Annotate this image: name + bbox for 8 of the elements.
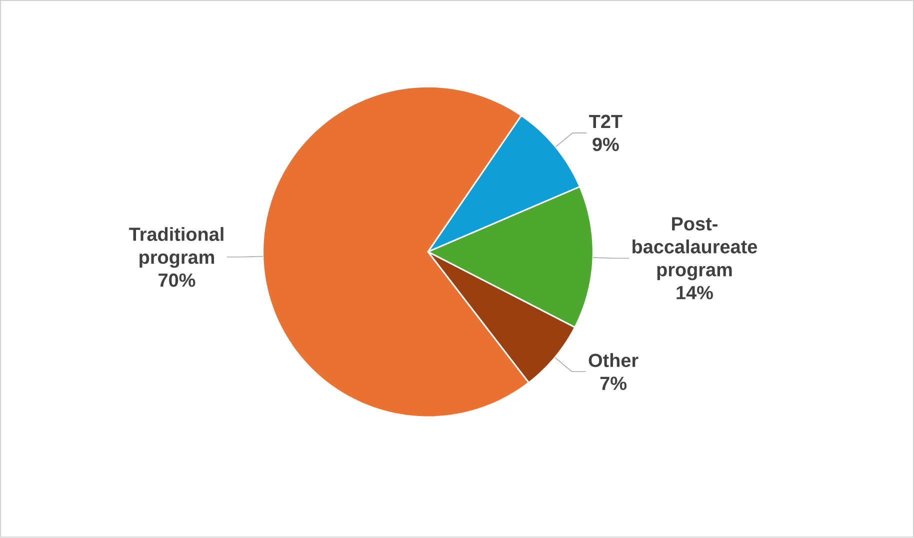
slice-label: Post-baccalaureate program xyxy=(632,217,758,280)
slice-label: Other xyxy=(588,353,638,368)
data-label: 14% xyxy=(676,286,713,300)
data-label: 9% xyxy=(592,138,619,152)
slice-label: T2T xyxy=(589,114,622,128)
data-label: 7% xyxy=(600,376,626,390)
slice-label: Traditional program xyxy=(129,227,224,268)
data-label: 70% xyxy=(158,274,196,288)
